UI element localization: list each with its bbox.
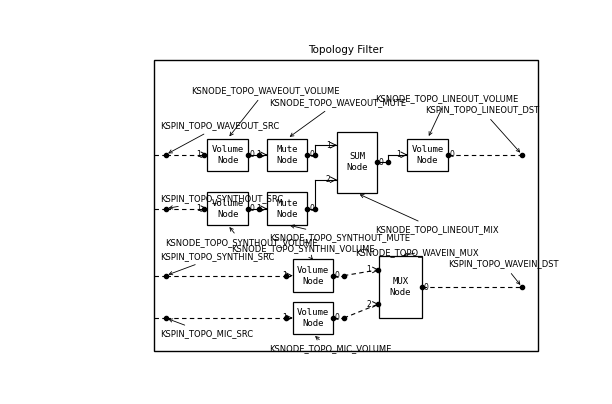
Text: MUX
Node: MUX Node — [390, 277, 411, 297]
Text: KSPIN_TOPO_MIC_SRC: KSPIN_TOPO_MIC_SRC — [160, 319, 253, 338]
Text: Volume
Node: Volume Node — [212, 145, 244, 165]
Text: 1: 1 — [196, 150, 201, 159]
Text: 0: 0 — [249, 150, 254, 159]
Bar — [408, 139, 448, 171]
Text: KSNODE_TOPO_LINEOUT_VOLUME: KSNODE_TOPO_LINEOUT_VOLUME — [375, 94, 518, 135]
Bar — [293, 259, 333, 292]
Text: 1: 1 — [397, 150, 401, 159]
Bar — [267, 192, 307, 225]
Bar — [154, 60, 537, 351]
Bar — [207, 139, 248, 171]
Text: 1: 1 — [282, 314, 286, 322]
Text: 2: 2 — [367, 300, 371, 309]
Text: KSNODE_TOPO_WAVEOUT_MUTE: KSNODE_TOPO_WAVEOUT_MUTE — [269, 98, 406, 137]
Text: KSPIN_TOPO_WAVEOUT_SRC: KSPIN_TOPO_WAVEOUT_SRC — [160, 121, 280, 153]
Bar — [267, 139, 307, 171]
Text: KSNODE_TOPO_SYNTHIN_VOLUME: KSNODE_TOPO_SYNTHIN_VOLUME — [231, 244, 375, 259]
Text: 1: 1 — [367, 265, 371, 274]
Bar — [293, 302, 333, 334]
Text: KSPIN_TOPO_LINEOUT_DST: KSPIN_TOPO_LINEOUT_DST — [425, 105, 539, 152]
Text: KSPIN_TOPO_SYNTHIN_SRC: KSPIN_TOPO_SYNTHIN_SRC — [160, 252, 275, 275]
Text: 0: 0 — [309, 204, 314, 213]
Text: KSNODE_TOPO_SYNTHOUT_VOLUME: KSNODE_TOPO_SYNTHOUT_VOLUME — [166, 228, 318, 247]
Text: KSNODE_TOPO_MIC_VOLUME: KSNODE_TOPO_MIC_VOLUME — [269, 337, 391, 353]
Text: 1: 1 — [256, 204, 261, 213]
Text: 0: 0 — [424, 283, 428, 292]
Text: 0: 0 — [335, 271, 340, 280]
Text: KSNODE_TOPO_WAVEIN_MUX: KSNODE_TOPO_WAVEIN_MUX — [356, 248, 479, 257]
Text: SUM
Node: SUM Node — [346, 152, 368, 173]
Text: 0: 0 — [335, 314, 340, 322]
Bar — [337, 132, 377, 193]
Text: Topology Filter: Topology Filter — [308, 45, 384, 55]
Bar — [379, 257, 422, 318]
Text: 1: 1 — [282, 271, 286, 280]
Text: 0: 0 — [309, 150, 314, 159]
Text: 1: 1 — [256, 150, 261, 159]
Bar — [207, 192, 248, 225]
Text: Volume
Node: Volume Node — [411, 145, 444, 165]
Text: Volume
Node: Volume Node — [297, 265, 329, 286]
Text: KSPIN_TOPO_SYNTHOUT_SRC: KSPIN_TOPO_SYNTHOUT_SRC — [160, 194, 283, 209]
Text: 0: 0 — [449, 150, 454, 159]
Text: Volume
Node: Volume Node — [297, 308, 329, 328]
Text: 2: 2 — [326, 175, 330, 184]
Text: KSNODE_TOPO_WAVEOUT_VOLUME: KSNODE_TOPO_WAVEOUT_VOLUME — [191, 86, 340, 136]
Text: Volume
Node: Volume Node — [212, 199, 244, 219]
Text: 1: 1 — [326, 141, 330, 150]
Text: KSNODE_TOPO_SYNTHOUT_MUTE: KSNODE_TOPO_SYNTHOUT_MUTE — [269, 225, 409, 242]
Text: 0: 0 — [379, 158, 384, 167]
Text: KSPIN_TOPO_WAVEIN_DST: KSPIN_TOPO_WAVEIN_DST — [449, 260, 559, 284]
Text: 1: 1 — [196, 204, 201, 213]
Text: KSNODE_TOPO_LINEOUT_MIX: KSNODE_TOPO_LINEOUT_MIX — [360, 195, 499, 234]
Text: Mute
Node: Mute Node — [277, 199, 298, 219]
Text: Mute
Node: Mute Node — [277, 145, 298, 165]
Text: 0: 0 — [249, 204, 254, 213]
